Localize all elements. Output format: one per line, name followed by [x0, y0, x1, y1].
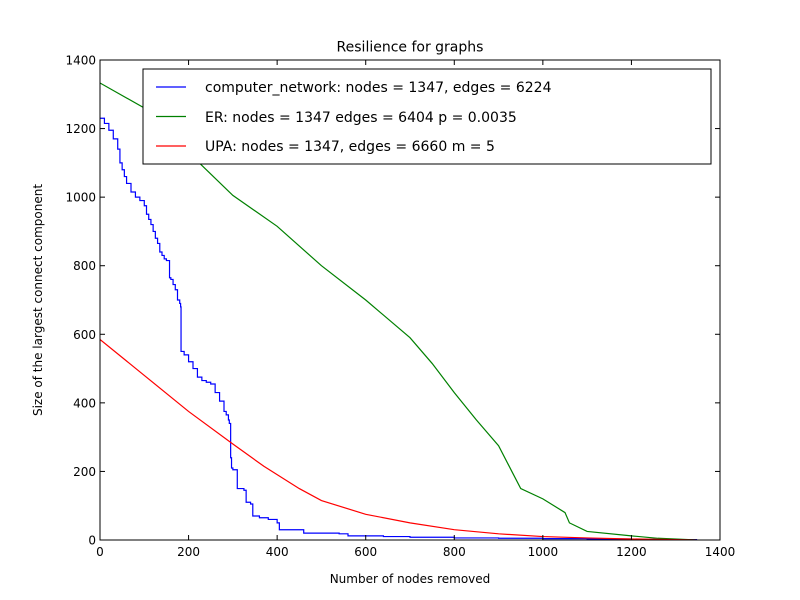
series-line-er	[100, 82, 697, 540]
y-axis-label: Size of the largest connect component	[31, 184, 45, 416]
x-tick-label: 600	[354, 545, 377, 559]
x-axis: 0 200 400 600 800 1000 1200 1400	[96, 60, 735, 559]
series-line-upa	[100, 338, 697, 540]
x-axis-label: Number of nodes removed	[330, 572, 491, 586]
x-tick-label: 800	[443, 545, 466, 559]
y-tick-label: 0	[88, 534, 96, 548]
y-axis: 0 200 400 600 800 1000 1200 1400	[65, 54, 720, 548]
legend-box	[142, 68, 712, 165]
x-tick-label: 0	[96, 545, 104, 559]
x-tick-label: 200	[177, 545, 200, 559]
legend-label-upa: UPA: nodes = 1347, edges = 6660 m = 5	[205, 139, 495, 155]
legend: computer_network: nodes = 1347, edges = …	[142, 68, 712, 165]
y-tick-label: 1400	[65, 54, 96, 68]
y-tick-label: 400	[73, 396, 96, 410]
y-tick-label: 600	[73, 328, 96, 342]
x-tick-label: 1200	[616, 545, 647, 559]
y-tick-label: 1200	[65, 122, 96, 136]
y-tick-label: 200	[73, 465, 96, 479]
x-tick-label: 1000	[528, 545, 559, 559]
series-line-computer-network	[100, 117, 698, 540]
x-tick-label: 400	[266, 545, 289, 559]
x-tick-label: 1400	[705, 545, 736, 559]
y-tick-label: 800	[73, 259, 96, 273]
y-tick-label: 1000	[65, 191, 96, 205]
plot-frame	[99, 59, 721, 541]
legend-label-er: ER: nodes = 1347 edges = 6404 p = 0.0035	[205, 110, 517, 126]
series-layer	[100, 82, 698, 540]
chart-title: Resilience for graphs	[337, 40, 484, 56]
legend-label-computer-network: computer_network: nodes = 1347, edges = …	[205, 80, 552, 96]
